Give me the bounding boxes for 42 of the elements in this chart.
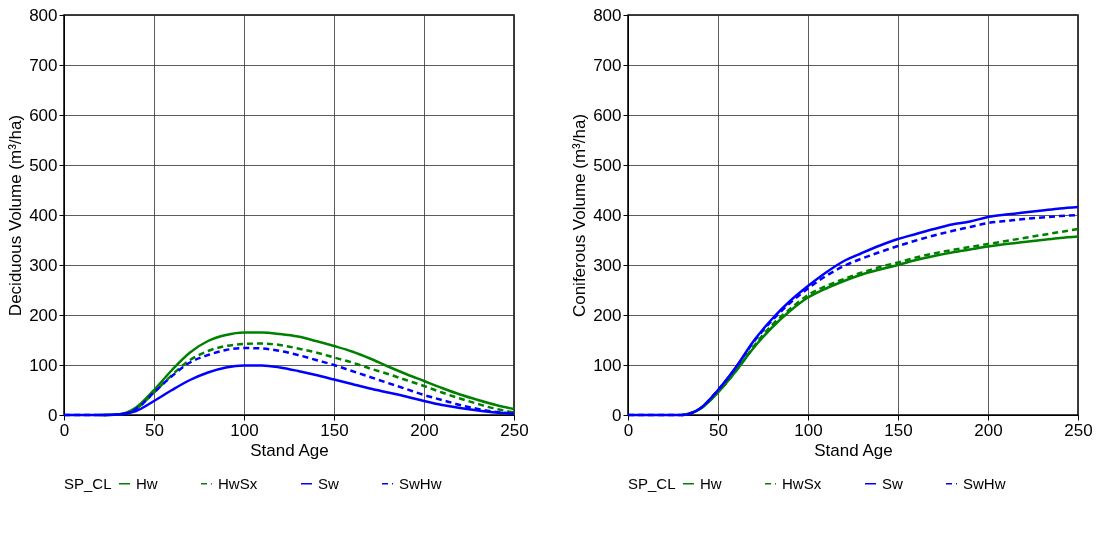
legend-label: Hw: [700, 474, 722, 492]
y-tick-label: 700: [593, 55, 622, 75]
legend-label: SwHw: [963, 474, 1006, 492]
x-tick-label: 50: [145, 420, 164, 440]
y-tick-label: 800: [593, 5, 622, 25]
legend-label: Sw: [318, 474, 339, 492]
x-tick-label: 200: [974, 420, 1003, 440]
y-tick-label: 500: [29, 155, 58, 175]
legend-label: Hw: [136, 474, 158, 492]
x-tick-label: 100: [230, 420, 259, 440]
y-tick-label: 0: [48, 405, 58, 425]
y-axis-title: Deciduous Volume (m³/ha): [6, 114, 26, 317]
y-tick-label: 200: [593, 305, 622, 325]
x-tick-label: 50: [709, 420, 728, 440]
x-axis-title: Stand Age: [814, 440, 893, 460]
y-tick-label: 700: [29, 55, 58, 75]
y-axis-title: Coniferous Volume (m³/ha): [570, 113, 590, 318]
legend-title: SP_CL: [64, 475, 112, 492]
y-tick-label: 400: [593, 205, 622, 225]
x-tick-label: 100: [794, 420, 823, 440]
y-tick-label: 0: [612, 405, 622, 425]
x-axis-title: Stand Age: [250, 440, 329, 460]
y-tick-label: 600: [29, 105, 58, 125]
y-tick-label: 100: [593, 355, 622, 375]
legend-label: HwSx: [218, 474, 258, 492]
x-tick-label: 150: [320, 420, 349, 440]
x-tick-label: 200: [410, 420, 439, 440]
x-tick-label: 250: [500, 420, 529, 440]
legend-label: Sw: [882, 474, 903, 492]
legend-label: HwSx: [782, 474, 822, 492]
y-tick-label: 300: [29, 255, 58, 275]
y-tick-label: 200: [29, 305, 58, 325]
x-tick-label: 250: [1064, 420, 1093, 440]
x-tick-label: 150: [884, 420, 913, 440]
y-tick-label: 500: [593, 155, 622, 175]
y-tick-label: 300: [593, 255, 622, 275]
y-tick-label: 800: [29, 5, 58, 25]
legend-title: SP_CL: [628, 475, 676, 492]
y-tick-label: 600: [593, 105, 622, 125]
y-tick-label: 100: [29, 355, 58, 375]
y-tick-label: 400: [29, 205, 58, 225]
legend-label: SwHw: [399, 474, 442, 492]
